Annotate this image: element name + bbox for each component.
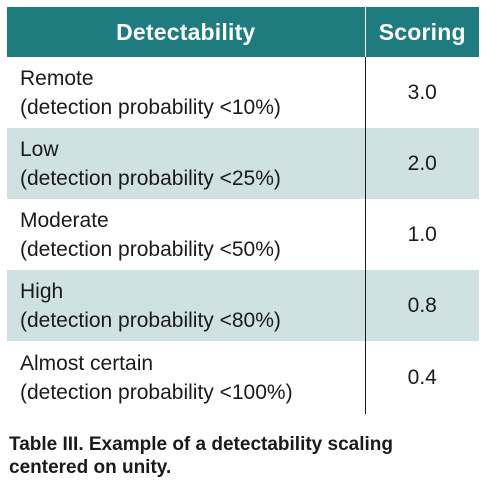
detectability-level: High	[20, 279, 64, 303]
score-cell: 0.8	[364, 270, 479, 341]
score-cell: 0.4	[364, 341, 479, 414]
detectability-level: Remote	[20, 66, 94, 90]
detectability-table-container: Detectability Scoring Remote (detection …	[7, 7, 479, 414]
detectability-level: Almost certain	[20, 351, 154, 375]
detectability-cell: Almost certain (detection probability <1…	[7, 341, 365, 414]
detectability-level: Moderate	[20, 208, 109, 232]
table-body: Remote (detection probability <10%) 3.0 …	[7, 57, 479, 414]
detectability-level: Low	[20, 137, 59, 161]
score-cell: 2.0	[364, 128, 479, 199]
detection-probability: (detection probability <10%)	[20, 95, 281, 119]
detectability-cell: High (detection probability <80%)	[7, 270, 365, 341]
detectability-table: Detectability Scoring Remote (detection …	[7, 7, 479, 414]
detection-probability: (detection probability <80%)	[20, 308, 281, 332]
column-header-detectability: Detectability	[7, 7, 366, 57]
caption-line-2: centered on unity.	[9, 457, 172, 478]
table-row: Remote (detection probability <10%) 3.0	[7, 57, 479, 128]
detectability-cell: Moderate (detection probability <50%)	[7, 199, 365, 270]
table-row: Almost certain (detection probability <1…	[7, 341, 479, 414]
caption-line-1: Table III. Example of a detectability sc…	[9, 434, 393, 455]
table-row: Low (detection probability <25%) 2.0	[7, 128, 479, 199]
detection-probability: (detection probability <25%)	[20, 166, 281, 190]
table-header: Detectability Scoring	[7, 7, 479, 57]
header-row: Detectability Scoring	[7, 7, 479, 57]
detection-probability: (detection probability <50%)	[20, 237, 281, 261]
table-caption: Table III. Example of a detectability sc…	[9, 433, 479, 479]
column-header-scoring: Scoring	[365, 7, 479, 57]
score-cell: 3.0	[364, 57, 479, 128]
detection-probability: (detection probability <100%)	[20, 380, 293, 404]
table-row: High (detection probability <80%) 0.8	[7, 270, 479, 341]
score-cell: 1.0	[364, 199, 479, 270]
detectability-cell: Remote (detection probability <10%)	[7, 57, 365, 128]
table-row: Moderate (detection probability <50%) 1.…	[7, 199, 479, 270]
detectability-cell: Low (detection probability <25%)	[7, 128, 365, 199]
